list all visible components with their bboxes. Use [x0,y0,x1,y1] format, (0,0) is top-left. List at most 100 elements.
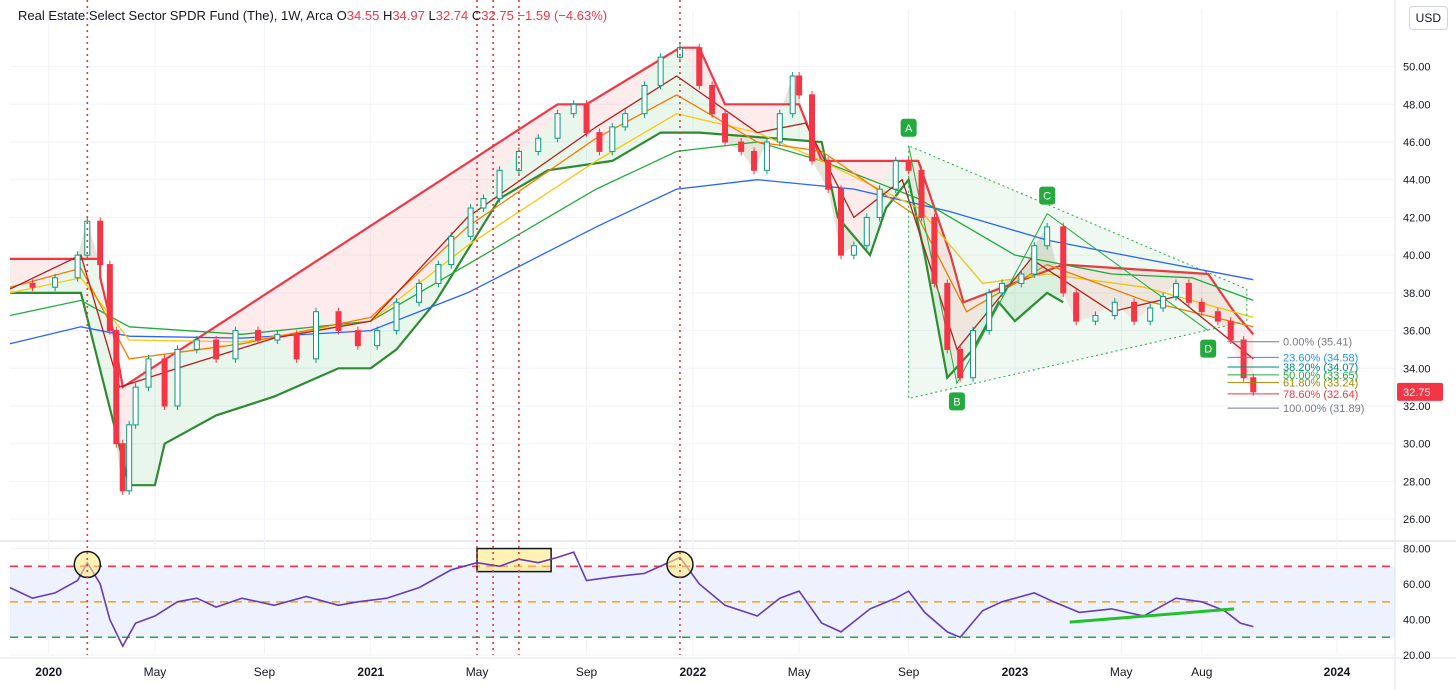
candle-body [515,150,522,171]
rsi-tick-label: 60.00 [1403,579,1431,591]
vertical-markers [86,0,681,655]
candle-body [293,333,300,360]
symbol-name: Real Estate Select Sector SPDR Fund (The… [18,8,334,23]
candle-body [161,358,168,407]
candle-body [1147,307,1154,322]
candle-body [738,141,745,152]
close-label: C [471,8,482,23]
candle-body [274,333,281,341]
fibonacci-retracement[interactable]: 0.00% (35.41) 23.60% (34.58)38.20% (34.07… [1227,337,1365,415]
candle-body [1131,301,1138,322]
price-tick-label: 44.00 [1403,175,1431,187]
time-tick-label: May [466,665,489,679]
candle-body [1111,301,1118,316]
rsi-highlight-box [476,547,552,573]
candle-body [676,47,683,58]
close-value: 32.75 [481,8,514,23]
pattern-label: A [905,123,913,135]
candle-body [113,330,120,445]
time-tick-label: May [1110,665,1133,679]
candle-body [1214,311,1221,322]
candle-body [416,282,423,303]
time-tick-label: Sep [254,665,276,679]
candle-body [213,339,220,360]
candle-body [1044,226,1051,247]
candle-body [776,113,783,143]
price-tick-label: 40.00 [1403,250,1431,262]
candle-body [174,348,181,407]
time-tick-label: Aug [1191,665,1212,679]
candle-body [480,198,487,209]
candle-body [986,292,993,332]
time-tick-label: May [144,665,167,679]
indicator-line [9,179,1254,345]
candle-body [709,84,716,115]
candle-body [52,277,59,288]
candle-body [696,47,703,86]
candle-body [1240,339,1247,379]
candle-body [232,330,239,360]
candle-body [796,75,803,96]
time-tick-label: Sep [576,665,598,679]
open-value: 34.55 [346,8,380,23]
pattern-triangle [908,145,1248,400]
pattern-label: C [1043,191,1051,203]
price-tick-label: 38.00 [1403,288,1431,300]
fib-level-label: 0.00% (35.41) [1283,337,1352,349]
candle-body [119,443,126,492]
candle-body [1018,273,1025,284]
price-tick-label: 36.00 [1403,326,1431,338]
candle-body [641,84,648,115]
low-value: 32.74 [435,8,469,23]
candle-body [393,301,400,332]
candle-body [657,56,664,86]
fib-level-label: 78.60% (32.64) [1283,389,1358,401]
candle-body [918,169,925,218]
pattern-point-a [900,118,917,137]
price-tick-label: 28.00 [1403,476,1431,488]
candle-body [1227,320,1234,341]
candle-body [1160,296,1167,309]
candle-body [609,126,616,152]
price-tick-label: 34.00 [1403,363,1431,375]
candle-body [876,188,883,218]
fib-level-label: 100.00% (31.89) [1283,403,1364,415]
abcd-pattern[interactable]: A B C D [900,118,1248,411]
fib-level-label: 50.00% (33.65) [1283,370,1358,382]
candle-body [905,160,912,171]
price-series [29,43,1257,495]
candle-body [84,220,91,256]
indicator-line [9,141,1254,335]
candle-body [132,386,139,426]
candle-body [335,311,342,332]
candle-body [999,282,1006,294]
candle-body [763,141,770,171]
candle-body [435,264,442,284]
candle-body [863,216,870,247]
last-price-label: 32.75 [1403,387,1431,399]
time-tick-label: May [788,665,811,679]
candle-body [97,220,104,266]
price-tick-label: 26.00 [1403,514,1431,526]
candle-body [570,103,577,115]
candle-body [944,282,951,350]
candle-body [193,339,200,350]
candle-body [850,245,857,256]
currency-button[interactable]: USD [1408,6,1448,30]
time-tick-label: 2021 [357,665,384,679]
candle-body [1185,282,1192,303]
candle-body [554,113,561,139]
candle-body [809,94,816,162]
rsi-tick-label: 40.00 [1403,615,1431,627]
candle-body [126,424,133,492]
axes: 26.00 28.00 30.00 32.00 34.00 36.00 38.00 40.00… [35,62,1443,679]
last-price-badge [1397,382,1443,401]
rsi-pane [9,547,1395,648]
time-tick-label: 2020 [35,665,62,679]
price-tick-label: 30.00 [1403,439,1431,451]
candle-body [467,207,474,237]
candle-body [931,216,938,284]
fib-level-label: 38.20% (34.07) [1283,362,1358,374]
candle-body [957,348,964,379]
